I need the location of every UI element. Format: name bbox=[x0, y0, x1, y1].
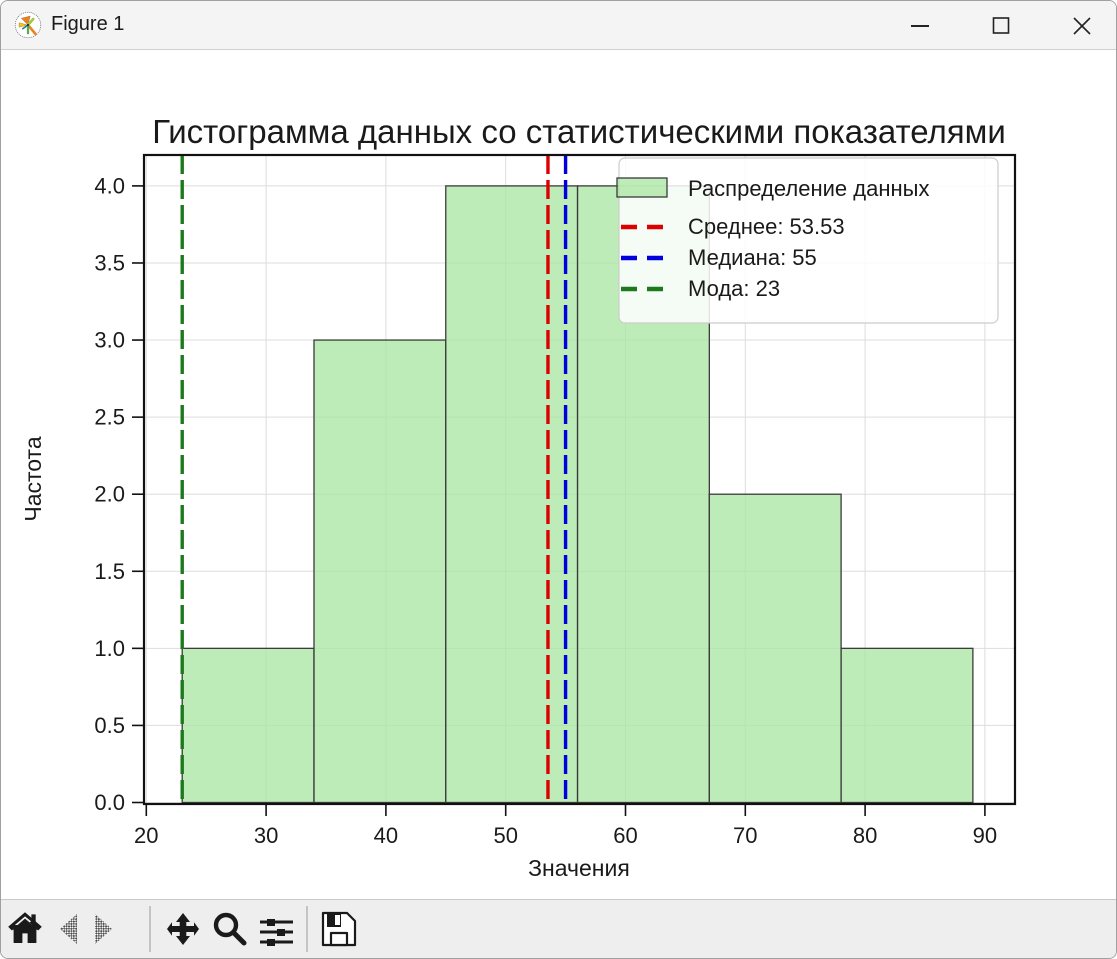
svg-text:80: 80 bbox=[853, 823, 877, 848]
svg-text:20: 20 bbox=[134, 823, 158, 848]
svg-text:90: 90 bbox=[973, 823, 997, 848]
svg-text:2.5: 2.5 bbox=[94, 405, 125, 430]
svg-text:60: 60 bbox=[613, 823, 637, 848]
svg-text:0.5: 0.5 bbox=[94, 713, 125, 738]
svg-text:Среднее: 53.53: Среднее: 53.53 bbox=[688, 214, 845, 239]
svg-text:2.0: 2.0 bbox=[94, 482, 125, 507]
svg-text:Значения: Значения bbox=[528, 855, 630, 881]
svg-text:Частота: Частота bbox=[20, 436, 46, 521]
svg-text:70: 70 bbox=[733, 823, 757, 848]
svg-text:4.0: 4.0 bbox=[94, 173, 125, 198]
svg-text:Мода: 23: Мода: 23 bbox=[688, 276, 780, 301]
svg-text:1.0: 1.0 bbox=[94, 636, 125, 661]
svg-text:40: 40 bbox=[374, 823, 398, 848]
svg-text:0.0: 0.0 bbox=[94, 790, 125, 815]
svg-text:1.5: 1.5 bbox=[94, 559, 125, 584]
svg-text:Распределение данных: Распределение данных bbox=[688, 176, 929, 201]
svg-text:50: 50 bbox=[493, 823, 517, 848]
svg-text:30: 30 bbox=[254, 823, 278, 848]
svg-text:3.5: 3.5 bbox=[94, 250, 125, 275]
svg-text:3.0: 3.0 bbox=[94, 328, 125, 353]
svg-text:Гистограмма данных со статисти: Гистограмма данных со статистическими по… bbox=[152, 113, 1006, 150]
svg-text:Медиана: 55: Медиана: 55 bbox=[688, 245, 817, 270]
